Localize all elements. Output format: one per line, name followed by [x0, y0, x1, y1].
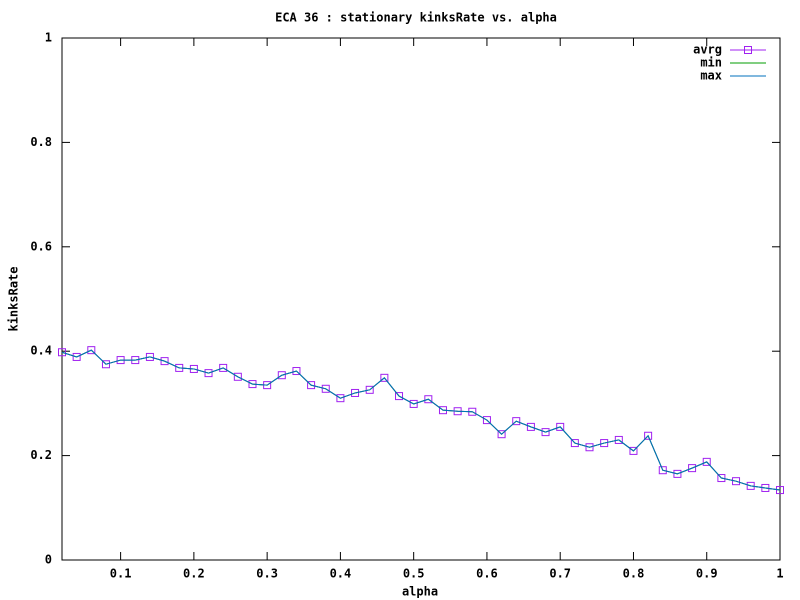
point-marker — [585, 443, 594, 452]
point-marker — [307, 381, 316, 390]
point-marker — [629, 446, 638, 455]
point-marker — [702, 457, 711, 466]
x-tick-label: 0.6 — [476, 567, 498, 581]
legend-label: avrg — [693, 43, 722, 57]
point-marker — [482, 416, 491, 425]
point-marker — [512, 417, 521, 426]
y-tick-label: 0 — [45, 553, 52, 567]
point-marker — [570, 439, 579, 448]
point-marker — [497, 430, 506, 439]
point-marker — [219, 363, 228, 372]
point-marker — [717, 474, 726, 483]
point-marker — [145, 352, 154, 361]
point-marker — [424, 395, 433, 404]
point-marker — [644, 431, 653, 440]
point-marker — [556, 422, 565, 431]
point-marker — [380, 373, 389, 382]
series-line — [61, 349, 781, 491]
chart-title: ECA 36 : stationary kinksRate vs. alpha — [275, 11, 557, 25]
series-line — [61, 349, 781, 491]
x-tick-label: 0.9 — [696, 567, 718, 581]
point-marker — [58, 348, 66, 357]
point-marker — [395, 392, 404, 401]
point-marker — [541, 428, 550, 437]
point-marker — [673, 469, 682, 478]
point-marker — [409, 399, 418, 408]
point-marker — [321, 384, 330, 393]
point-marker — [160, 357, 169, 366]
point-marker — [277, 371, 286, 380]
x-tick-label: 0.8 — [623, 567, 645, 581]
point-marker — [732, 477, 741, 486]
point-marker — [526, 422, 535, 431]
y-tick-label: 0.6 — [30, 239, 52, 253]
point-marker — [365, 385, 374, 394]
x-axis-label: alpha — [402, 585, 438, 599]
y-tick-label: 0.4 — [30, 344, 52, 358]
point-marker — [614, 435, 623, 444]
legend-label: max — [700, 69, 722, 83]
y-axis-label: kinksRate — [7, 266, 21, 331]
x-tick-label: 1 — [776, 567, 783, 581]
series-line — [61, 349, 781, 491]
x-tick-label: 0.2 — [183, 567, 205, 581]
point-marker — [688, 464, 697, 473]
point-marker — [101, 360, 110, 369]
legend-label: min — [700, 56, 722, 70]
x-tick-label: 0.1 — [110, 567, 132, 581]
point-marker — [72, 352, 81, 361]
x-tick-label: 0.7 — [549, 567, 571, 581]
point-marker — [600, 439, 609, 448]
x-tick-label: 0.5 — [403, 567, 425, 581]
point-marker — [658, 466, 667, 475]
plot-frame — [61, 37, 781, 561]
point-marker — [204, 369, 213, 378]
point-marker — [233, 372, 242, 381]
y-tick-label: 0.8 — [30, 135, 52, 149]
y-tick-label: 1 — [45, 31, 52, 45]
x-tick-label: 0.4 — [330, 567, 352, 581]
x-tick-label: 0.3 — [256, 567, 278, 581]
y-tick-label: 0.2 — [30, 448, 52, 462]
point-marker — [292, 367, 301, 376]
point-marker — [336, 394, 345, 403]
legend-marker — [744, 46, 752, 54]
point-marker — [87, 346, 96, 355]
point-marker — [351, 388, 360, 397]
